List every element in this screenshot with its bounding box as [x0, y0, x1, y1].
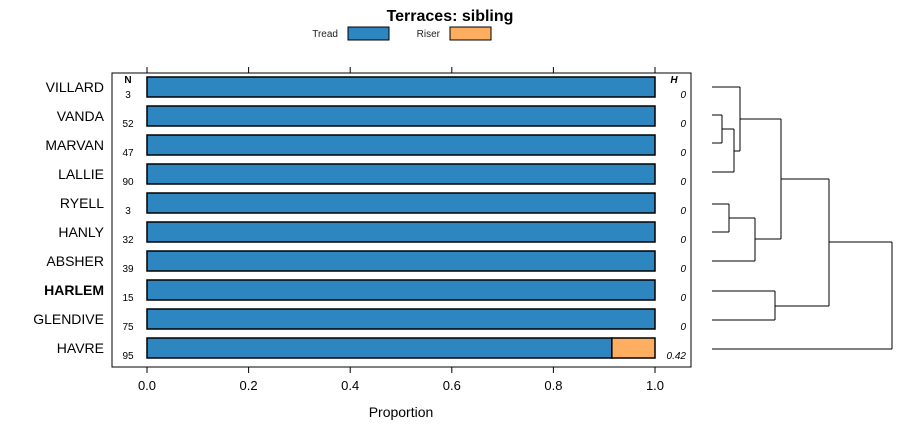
row-label: HARLEM: [44, 282, 104, 298]
row-label: VANDA: [57, 108, 105, 124]
row-label: ABSHER: [46, 253, 104, 269]
bar-segment-tread: [146, 279, 656, 301]
x-tick-label: 0.8: [544, 378, 562, 393]
row-label: HAVRE: [57, 340, 104, 356]
n-value: 15: [122, 293, 134, 304]
x-tick-label: 0.0: [138, 378, 156, 393]
row-label: VILLARD: [46, 79, 104, 95]
n-value: 52: [122, 119, 134, 130]
n-value: 3: [125, 90, 131, 101]
n-value: 90: [122, 177, 134, 188]
x-tick-label: 0.6: [443, 378, 461, 393]
row-label: RYELL: [60, 195, 104, 211]
row-label: GLENDIVE: [33, 311, 104, 327]
x-tick-label: 1.0: [646, 378, 664, 393]
h-value: 0: [680, 177, 686, 188]
row-label: LALLIE: [58, 166, 104, 182]
h-column-header: H: [670, 75, 678, 86]
bar-segment-tread: [146, 163, 656, 185]
h-value: 0: [680, 119, 686, 130]
legend-label: Riser: [417, 29, 441, 40]
rows: VILLARD 3 0 VANDA 52 0 MARVAN 47 0 LALLIE 90 0 RYELL…: [33, 76, 687, 362]
n-column-header: N: [124, 75, 131, 86]
h-value: 0: [680, 293, 686, 304]
x-axis: 0.0 0.2 0.4 0.6 0.8 1.0: [138, 67, 664, 393]
bar-segment-tread: [146, 134, 656, 156]
x-tick-label: 0.2: [240, 378, 258, 393]
dendrogram-branch: [712, 86, 893, 350]
bar-segment-tread: [146, 308, 656, 330]
bar-segment-riser: [611, 337, 656, 359]
n-value: 75: [122, 322, 134, 333]
legend: Tread Riser: [312, 26, 492, 41]
n-value: 95: [122, 351, 134, 362]
row-label: MARVAN: [45, 137, 104, 153]
legend-swatch: [449, 26, 492, 41]
bar-segment-tread: [146, 221, 656, 243]
bar-segment-tread: [146, 337, 613, 359]
bar-segment-tread: [146, 76, 656, 98]
dendrogram: [712, 86, 893, 350]
n-value: 3: [125, 206, 131, 217]
bar-segment-tread: [146, 192, 656, 214]
bar-segment-tread: [146, 105, 656, 127]
n-value: 32: [122, 235, 134, 246]
h-value: 0: [680, 90, 686, 101]
n-value: 47: [122, 148, 134, 159]
legend-label: Tread: [312, 29, 338, 40]
h-value: 0: [680, 235, 686, 246]
x-tick-label: 0.4: [341, 378, 359, 393]
h-value: 0: [680, 264, 686, 275]
h-value: 0: [680, 148, 686, 159]
plot-frame: [111, 72, 692, 368]
n-value: 39: [122, 264, 134, 275]
bar-segment-tread: [146, 250, 656, 272]
row-label: HANLY: [58, 224, 104, 240]
h-value: 0: [680, 322, 686, 333]
x-axis-title: Proportion: [369, 404, 434, 420]
chart-title: Terraces: sibling: [387, 8, 514, 25]
h-value: 0.42: [667, 351, 687, 362]
legend-swatch: [347, 26, 390, 41]
h-value: 0: [680, 206, 686, 217]
